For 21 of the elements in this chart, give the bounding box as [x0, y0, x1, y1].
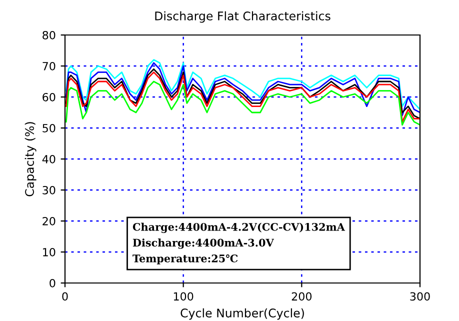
- line-series: [65, 59, 420, 110]
- y-tick-label: 20: [42, 216, 56, 226]
- annotation: Charge:4400mA-4.2V(CC-CV)132mA: [132, 222, 346, 234]
- y-tick-label: 10: [43, 248, 56, 256]
- x-tick-label: 0: [62, 292, 68, 301]
- x-tick-label: 300: [410, 292, 430, 301]
- x-tick-label: 100: [174, 292, 194, 301]
- line-series: [65, 80, 420, 126]
- y-axis-title: Capacity (%): [24, 122, 36, 196]
- annotation: Temperature:25℃: [132, 254, 238, 264]
- x-axis-title: Cycle Number(Cycle): [180, 308, 304, 320]
- y-tick-label: 30: [42, 186, 56, 194]
- annotation: Discharge:4400mA-3.0V: [132, 238, 274, 249]
- y-tick-label: 40: [42, 154, 56, 164]
- y-tick-label: 70: [42, 62, 56, 70]
- chart-title: Discharge Flat Characteristics: [155, 11, 330, 23]
- y-tick-label: 60: [42, 92, 56, 102]
- y-tick-label: 0: [50, 278, 56, 288]
- x-tick-label: 200: [292, 292, 312, 301]
- y-tick-label: 80: [42, 30, 56, 40]
- y-tick-label: 50: [42, 124, 56, 132]
